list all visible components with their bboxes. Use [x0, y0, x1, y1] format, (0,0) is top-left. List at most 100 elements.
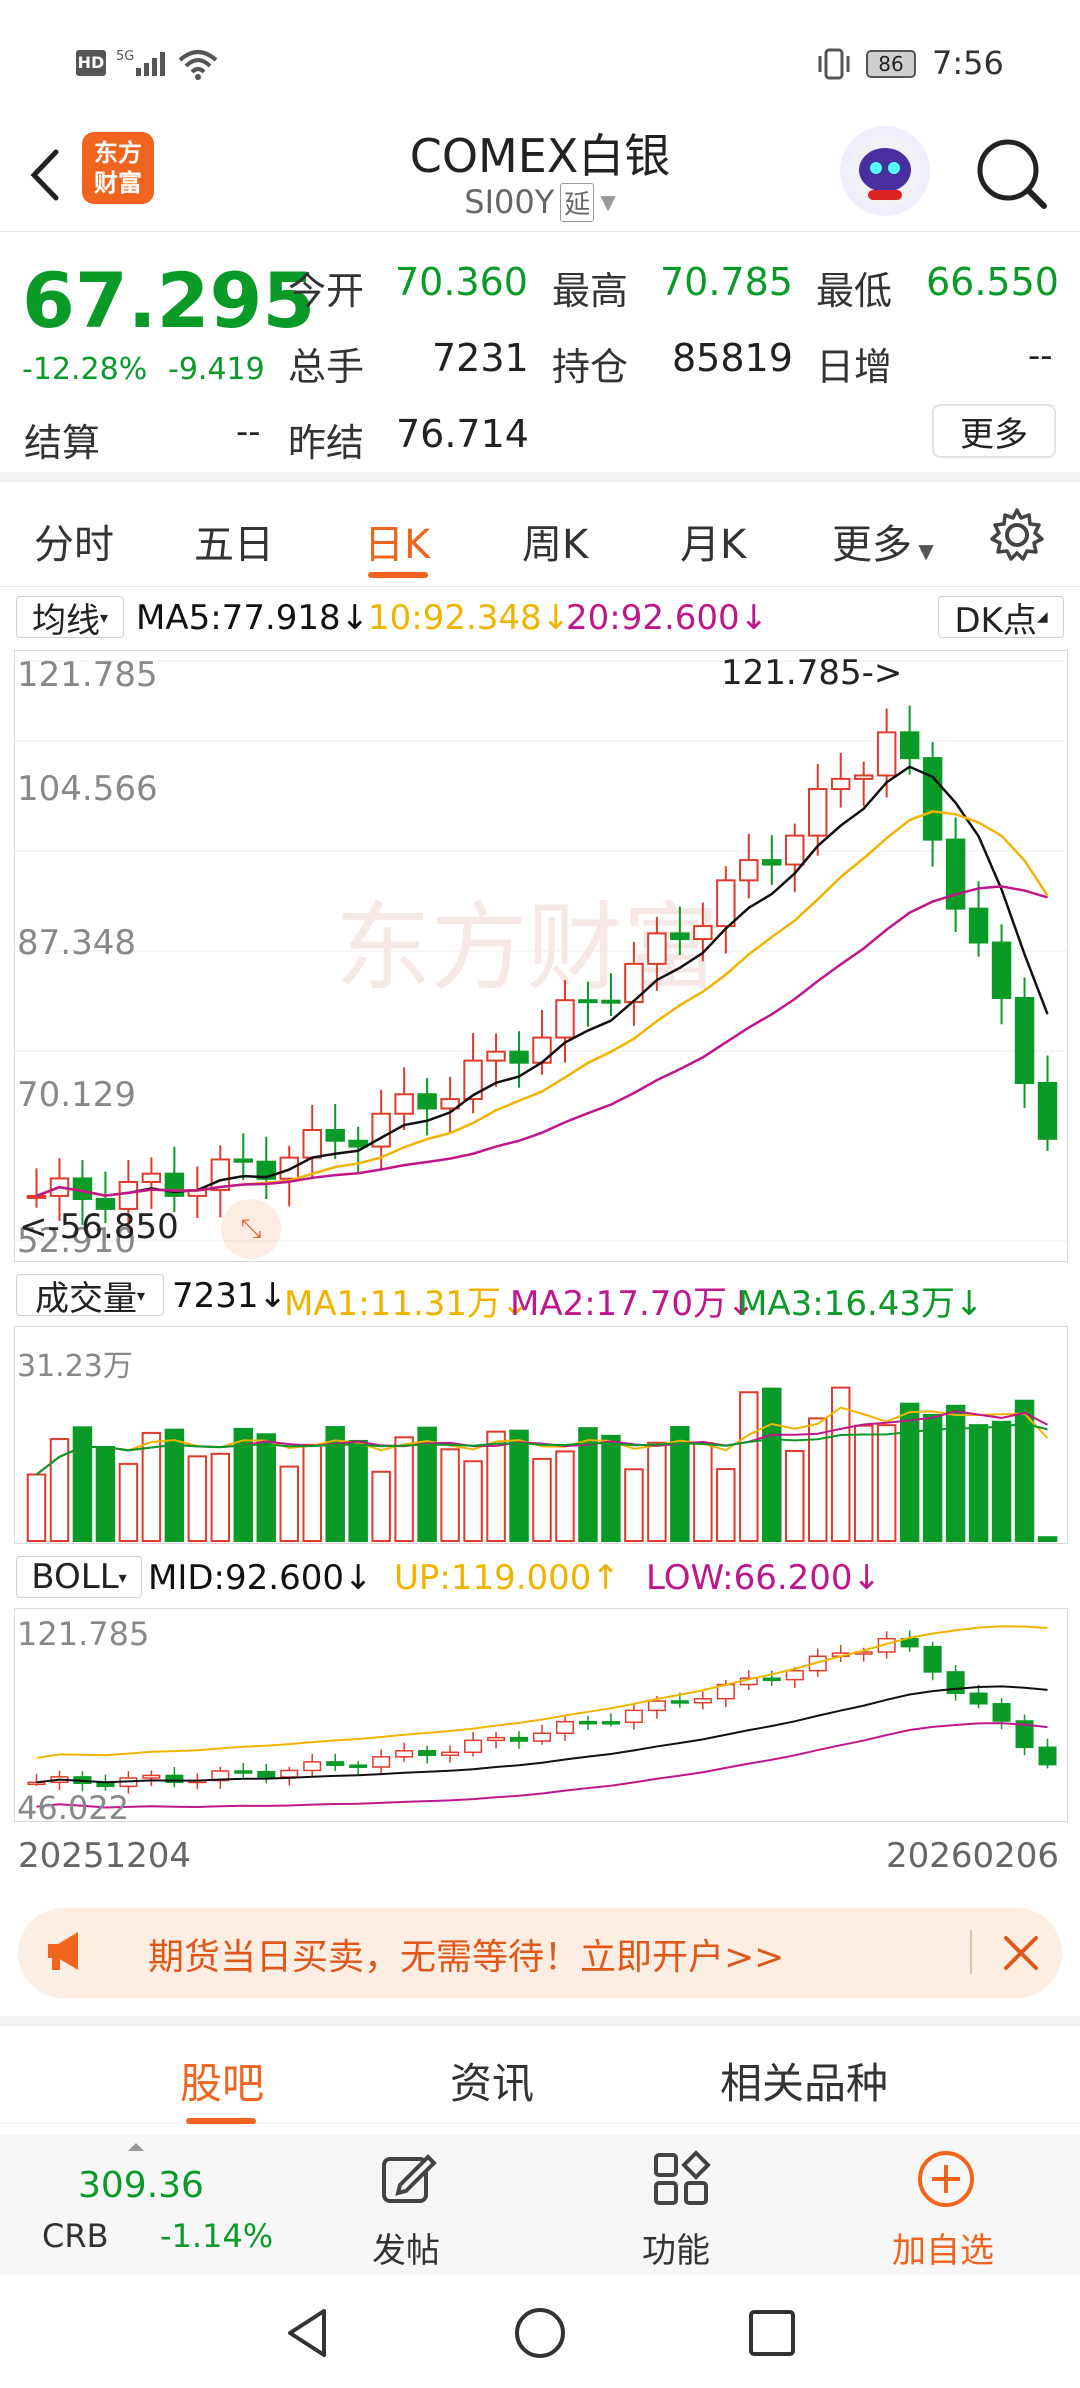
volume-bar	[95, 1446, 116, 1542]
candle	[670, 932, 690, 941]
volume-bar	[555, 1450, 575, 1542]
tab-more[interactable]: 更多 ▼	[832, 522, 934, 568]
candle	[371, 1112, 391, 1148]
battery-icon: 86	[866, 50, 916, 78]
change-pct: -12.28%	[22, 352, 148, 387]
back-icon[interactable]	[20, 140, 70, 210]
boll-candle	[808, 1655, 827, 1672]
bottom-toolbar: 309.36 CRB -1.14% 发帖 功能 加自选	[0, 2135, 1080, 2275]
more-button[interactable]: 更多	[932, 404, 1056, 458]
tab-daily-k[interactable]: 日K	[364, 522, 431, 568]
volume-value: 7231	[432, 336, 529, 380]
prev-settle-label: 昨结	[288, 421, 365, 465]
candle	[762, 859, 782, 866]
ad-text[interactable]: 期货当日买卖，无需等待！立即开户>>	[148, 1937, 785, 1978]
candle	[785, 834, 805, 866]
tab-related[interactable]: 相关品种	[720, 2059, 889, 2108]
tab-weekly-k[interactable]: 周K	[522, 522, 589, 568]
boll-candle	[487, 1736, 506, 1742]
low-label: 最低	[816, 269, 893, 313]
daily-inc-label: 日增	[816, 345, 893, 389]
candle	[394, 1093, 414, 1115]
y-label-top: 121.785	[17, 655, 158, 695]
dk-button[interactable]: DK点 ◢	[938, 596, 1064, 641]
volume-bar	[486, 1430, 506, 1542]
settle-value: --	[236, 412, 261, 452]
candle	[716, 879, 736, 928]
volume-bar	[876, 1424, 897, 1542]
crb-label: CRB	[42, 2217, 109, 2255]
boll-chart[interactable]: 121.785 46.022	[14, 1608, 1068, 1827]
boll-svg	[27, 1625, 1057, 1809]
volume-bar	[532, 1457, 552, 1542]
tab-monthly-k[interactable]: 月K	[680, 522, 747, 568]
boll-y-top: 121.785	[17, 1615, 150, 1653]
security-code: SI00Y	[464, 183, 555, 221]
candle	[968, 907, 989, 944]
boll-mid-line	[36, 1685, 1048, 1784]
volume-bar	[670, 1426, 690, 1542]
svg-text:5G: 5G	[116, 49, 134, 64]
candle	[95, 1198, 116, 1210]
caret-up-icon	[128, 2143, 144, 2151]
candle	[486, 1050, 506, 1062]
nav-back-icon[interactable]	[280, 2305, 336, 2361]
daily-inc-value: --	[1028, 336, 1053, 376]
candle	[739, 859, 759, 882]
vol-bar: 成交量 ▾ 7231↓ MA1:11.31万↓ MA2:17.70万↓ MA3:…	[0, 1270, 1080, 1324]
tab-minute[interactable]: 分时	[34, 522, 114, 568]
boll-candle	[234, 1770, 253, 1774]
date-start: 20251204	[18, 1836, 192, 1876]
ma-selector[interactable]: 均线 ▾	[16, 596, 124, 641]
close-icon[interactable]	[1002, 1934, 1040, 1972]
settings-gear-icon[interactable]	[988, 506, 1046, 564]
robot-avatar-icon[interactable]	[840, 126, 930, 216]
nav-home-icon[interactable]	[512, 2305, 568, 2361]
chevron-down-icon[interactable]: ▼	[600, 190, 616, 214]
crb-ticker[interactable]: 309.36 CRB -1.14%	[0, 2135, 280, 2275]
boll-candle	[1038, 1746, 1057, 1766]
nav-recents-icon[interactable]	[744, 2305, 800, 2361]
volume-chart[interactable]: 31.23万	[14, 1326, 1068, 1544]
vol-ma3-line	[35, 1422, 1048, 1476]
boll-candle	[418, 1750, 437, 1756]
status-bar: HD 5G 86 7:56	[0, 0, 1080, 120]
volume-bar	[739, 1391, 759, 1543]
volume-bar	[394, 1436, 414, 1542]
plus-circle-icon	[916, 2149, 976, 2209]
page-title: COMEX白银	[409, 129, 671, 183]
boll-selector[interactable]: BOLL ▾	[16, 1556, 142, 1598]
boll-y-bottom: 46.022	[17, 1789, 129, 1827]
volume-bar	[968, 1424, 989, 1542]
volume-bar	[49, 1438, 70, 1542]
post-button[interactable]: 发帖	[352, 2145, 472, 2271]
open-label: 今开	[288, 269, 365, 313]
expand-icon[interactable]: ⤡	[221, 1199, 281, 1259]
boll-bar: BOLL ▾ MID:92.600↓ UP:119.000↑ LOW:66.20…	[0, 1552, 1080, 1602]
vol-selector[interactable]: 成交量 ▾	[16, 1274, 164, 1319]
function-button[interactable]: 功能	[622, 2145, 742, 2271]
add-watchlist-button[interactable]: 加自选	[878, 2145, 1018, 2271]
boll-candle	[785, 1669, 804, 1681]
candle	[945, 838, 966, 910]
boll-candle	[762, 1677, 781, 1682]
tab-five-day[interactable]: 五日	[194, 522, 274, 568]
volume-bar	[922, 1413, 943, 1542]
candle	[463, 1059, 483, 1101]
search-icon[interactable]	[970, 128, 1050, 218]
boll-candle	[693, 1697, 712, 1704]
volume-bar	[647, 1441, 667, 1542]
kline-chart[interactable]: 东方财富 121.785 104.566 87.348 70.129 52.91…	[14, 650, 1069, 1262]
candle	[853, 774, 874, 780]
tab-news[interactable]: 资讯	[450, 2059, 535, 2108]
ma-bar: 均线 ▾ MA5:77.918↓ 10:92.348↓ 20:92.600↓ DK…	[0, 592, 1080, 642]
grid-icon	[652, 2149, 712, 2209]
tab-guba[interactable]: 股吧	[180, 2059, 265, 2108]
volume-bar	[853, 1424, 874, 1542]
ad-banner[interactable]: 期货当日买卖，无需等待！立即开户>>	[18, 1908, 1062, 1998]
candle	[417, 1093, 437, 1110]
candle	[601, 999, 621, 1004]
ma20-line	[36, 885, 1048, 1198]
candle	[325, 1128, 345, 1142]
volume-bar	[233, 1427, 254, 1542]
